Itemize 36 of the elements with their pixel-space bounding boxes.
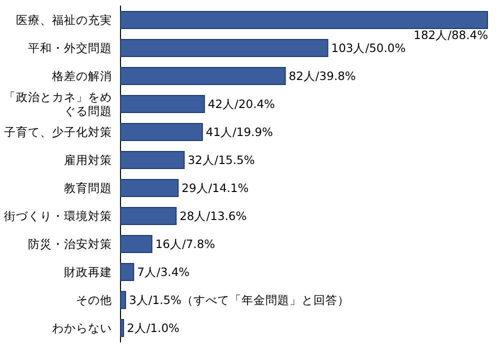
bar: [120, 235, 152, 253]
data-label: 32人/15.5%: [188, 153, 255, 167]
data-label: 3人/1.5%（すべて「年金問題」と回答）: [129, 293, 350, 307]
y-tick-label: 財政再建: [64, 265, 112, 279]
y-tick-label: 街づくり・環境対策: [4, 209, 112, 223]
y-tick-label: 格差の解消: [51, 69, 112, 83]
data-label: 2人/1.0%: [127, 321, 180, 335]
bar: [120, 207, 177, 225]
y-tick-label: 教育問題: [64, 181, 112, 195]
data-label: 82人/39.8%: [288, 69, 356, 83]
y-tick-label: 防災・治安対策: [28, 237, 112, 251]
bar: [120, 11, 488, 29]
data-label: 103人/50.0%: [331, 41, 406, 55]
bar: [120, 319, 124, 337]
data-label: 42人/20.4%: [208, 97, 276, 111]
data-label: 182人/88.4%: [414, 28, 488, 42]
bar: [120, 291, 126, 309]
bar: [120, 151, 185, 169]
bar: [120, 263, 134, 281]
bar: [120, 39, 328, 57]
bar: [120, 67, 286, 85]
y-tick-label: 子育て、少子化対策: [4, 125, 112, 139]
y-tick-label: 平和・外交問題: [28, 41, 112, 55]
y-tick-label: 「政治とカネ」をめぐる問題: [4, 90, 112, 118]
data-label: 16人/7.8%: [155, 237, 216, 251]
y-tick-label: 雇用対策: [64, 153, 112, 167]
data-label: 41人/19.9%: [206, 125, 274, 139]
data-label: 7人/3.4%: [137, 265, 190, 279]
y-tick-label: わからない: [52, 321, 112, 335]
y-tick-label: 医療、福祉の充実: [16, 13, 112, 27]
data-label: 28人/13.6%: [180, 209, 247, 223]
bar: [120, 179, 179, 197]
bar: [120, 95, 205, 113]
data-label: 29人/14.1%: [182, 181, 249, 195]
y-tick-label: その他: [76, 293, 112, 307]
bar: [120, 123, 203, 141]
